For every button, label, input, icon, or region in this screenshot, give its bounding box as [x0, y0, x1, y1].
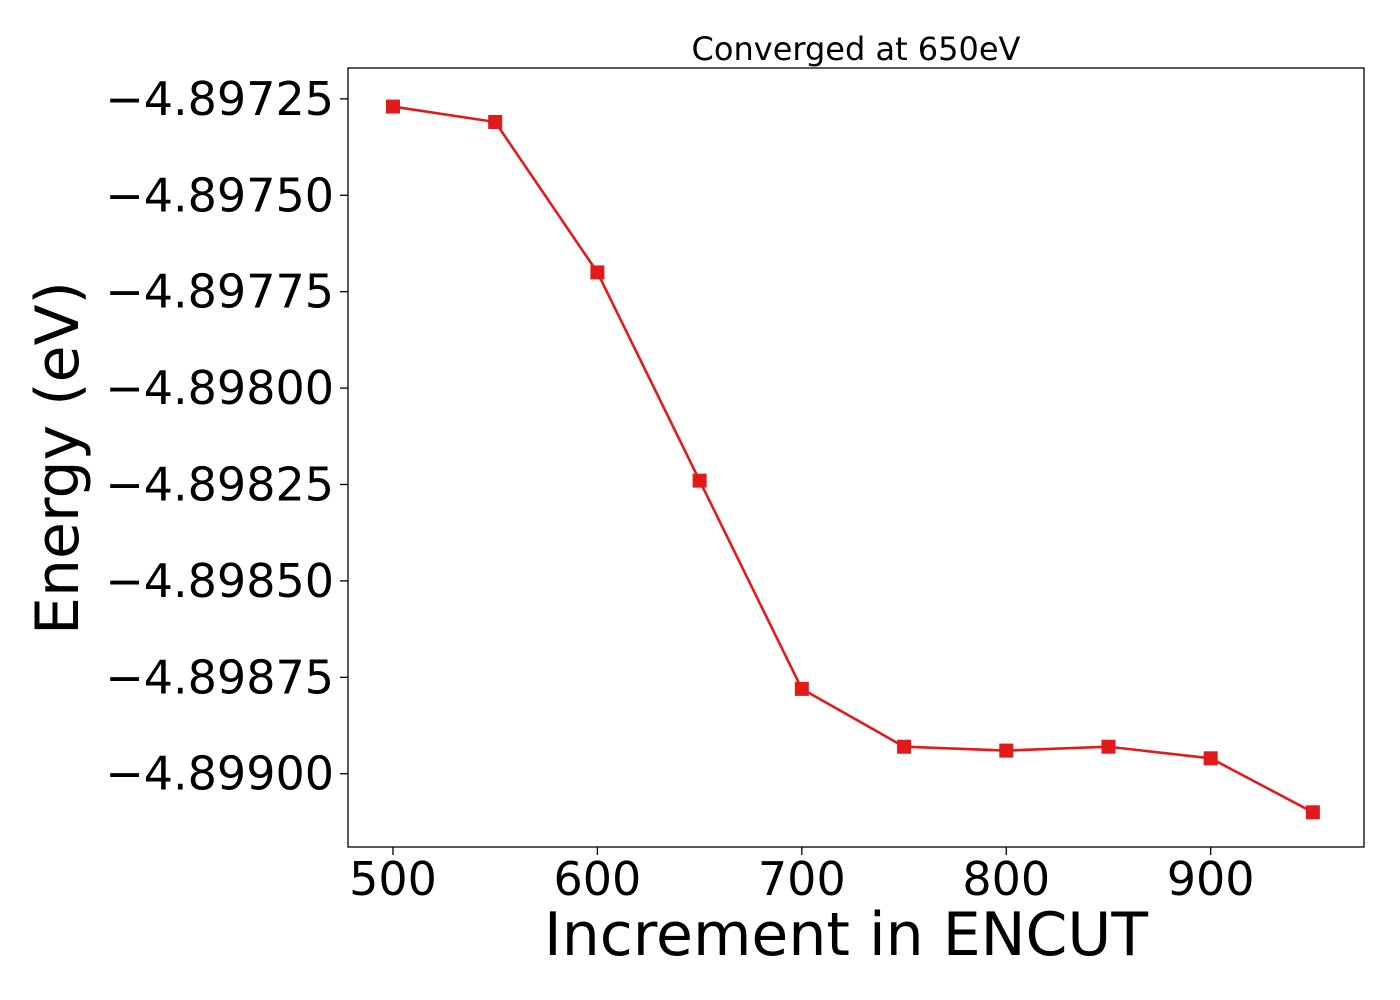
x-tick-label: 500 — [349, 852, 437, 906]
y-tick-label: −4.89800 — [105, 361, 334, 415]
chart-title: Converged at 650eV — [692, 30, 1021, 68]
data-point-marker — [794, 681, 809, 696]
x-axis-ticks: 500 600 700 800 900 — [349, 847, 1255, 906]
y-tick-label: −4.89825 — [105, 457, 334, 511]
series-layer — [385, 99, 1320, 820]
y-axis-ticks: −4.89725 −4.89750 −4.89775 −4.89800 −4.89825… — [105, 72, 348, 801]
data-point-marker — [692, 473, 707, 488]
x-tick-label: 600 — [553, 852, 641, 906]
data-point-marker — [1203, 751, 1218, 766]
data-point-marker — [590, 265, 605, 280]
x-tick-label: 700 — [758, 852, 846, 906]
x-axis-title: Increment in ENCUT — [544, 900, 1148, 970]
y-tick-label: −4.89850 — [105, 554, 334, 608]
data-point-marker — [897, 739, 912, 754]
data-point-marker — [999, 743, 1014, 758]
data-point-marker — [385, 99, 400, 114]
data-point-marker — [1305, 805, 1320, 820]
series-line — [392, 105, 1314, 814]
y-tick-label: −4.89750 — [105, 168, 334, 222]
y-tick-label: −4.89725 — [105, 72, 334, 126]
data-point-marker — [1101, 739, 1116, 754]
y-axis-title: Energy (eV) — [23, 281, 93, 635]
y-tick-label: −4.89875 — [105, 650, 334, 704]
y-tick-label: −4.89775 — [105, 265, 334, 319]
plot-area-frame — [347, 67, 1365, 848]
x-tick-label: 800 — [962, 852, 1050, 906]
y-tick-label: −4.89900 — [105, 747, 334, 801]
data-point-marker — [488, 114, 503, 129]
x-tick-label: 900 — [1167, 852, 1255, 906]
